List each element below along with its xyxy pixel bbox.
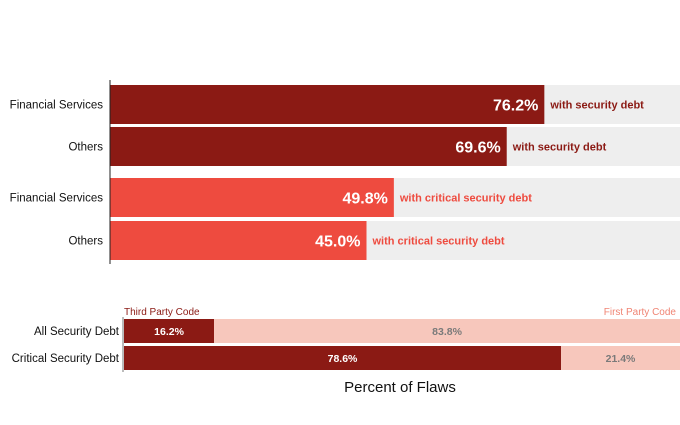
- bar-annotation: with critical security debt: [399, 193, 532, 205]
- bar-value-label: 76.2%: [493, 98, 538, 115]
- bar-value-label: 49.8%: [342, 191, 387, 208]
- category-label: Others: [68, 142, 103, 154]
- stacked-value-label: 16.2%: [154, 326, 184, 338]
- bar-annotation: with security debt: [549, 100, 644, 112]
- bar-annotation: with critical security debt: [372, 236, 505, 248]
- category-label: Financial Services: [10, 100, 104, 112]
- bar: [110, 85, 545, 124]
- stacked-bar-first-party: [214, 319, 680, 343]
- category-label: All Security Debt: [34, 326, 120, 338]
- bar: [110, 221, 367, 260]
- stacked-bar-first-party: [561, 346, 680, 370]
- legend-first-party: First Party Code: [604, 307, 677, 318]
- stacked-bar-third-party: [124, 346, 562, 370]
- bar: [110, 178, 394, 217]
- bar-annotation: with security debt: [512, 142, 607, 154]
- legend-third-party: Third Party Code: [124, 307, 200, 318]
- stacked-bar-third-party: [124, 319, 215, 343]
- bar-value-label: 69.6%: [455, 140, 500, 157]
- category-label: Financial Services: [10, 193, 104, 205]
- category-label: Critical Security Debt: [12, 353, 120, 365]
- stacked-value-label: 83.8%: [432, 326, 462, 338]
- x-axis-label: Percent of Flaws: [344, 379, 456, 396]
- stacked-value-label: 78.6%: [328, 353, 358, 365]
- bar-value-label: 45.0%: [315, 234, 360, 251]
- category-label: Others: [68, 236, 103, 248]
- bar: [110, 127, 507, 166]
- stacked-value-label: 21.4%: [606, 353, 636, 365]
